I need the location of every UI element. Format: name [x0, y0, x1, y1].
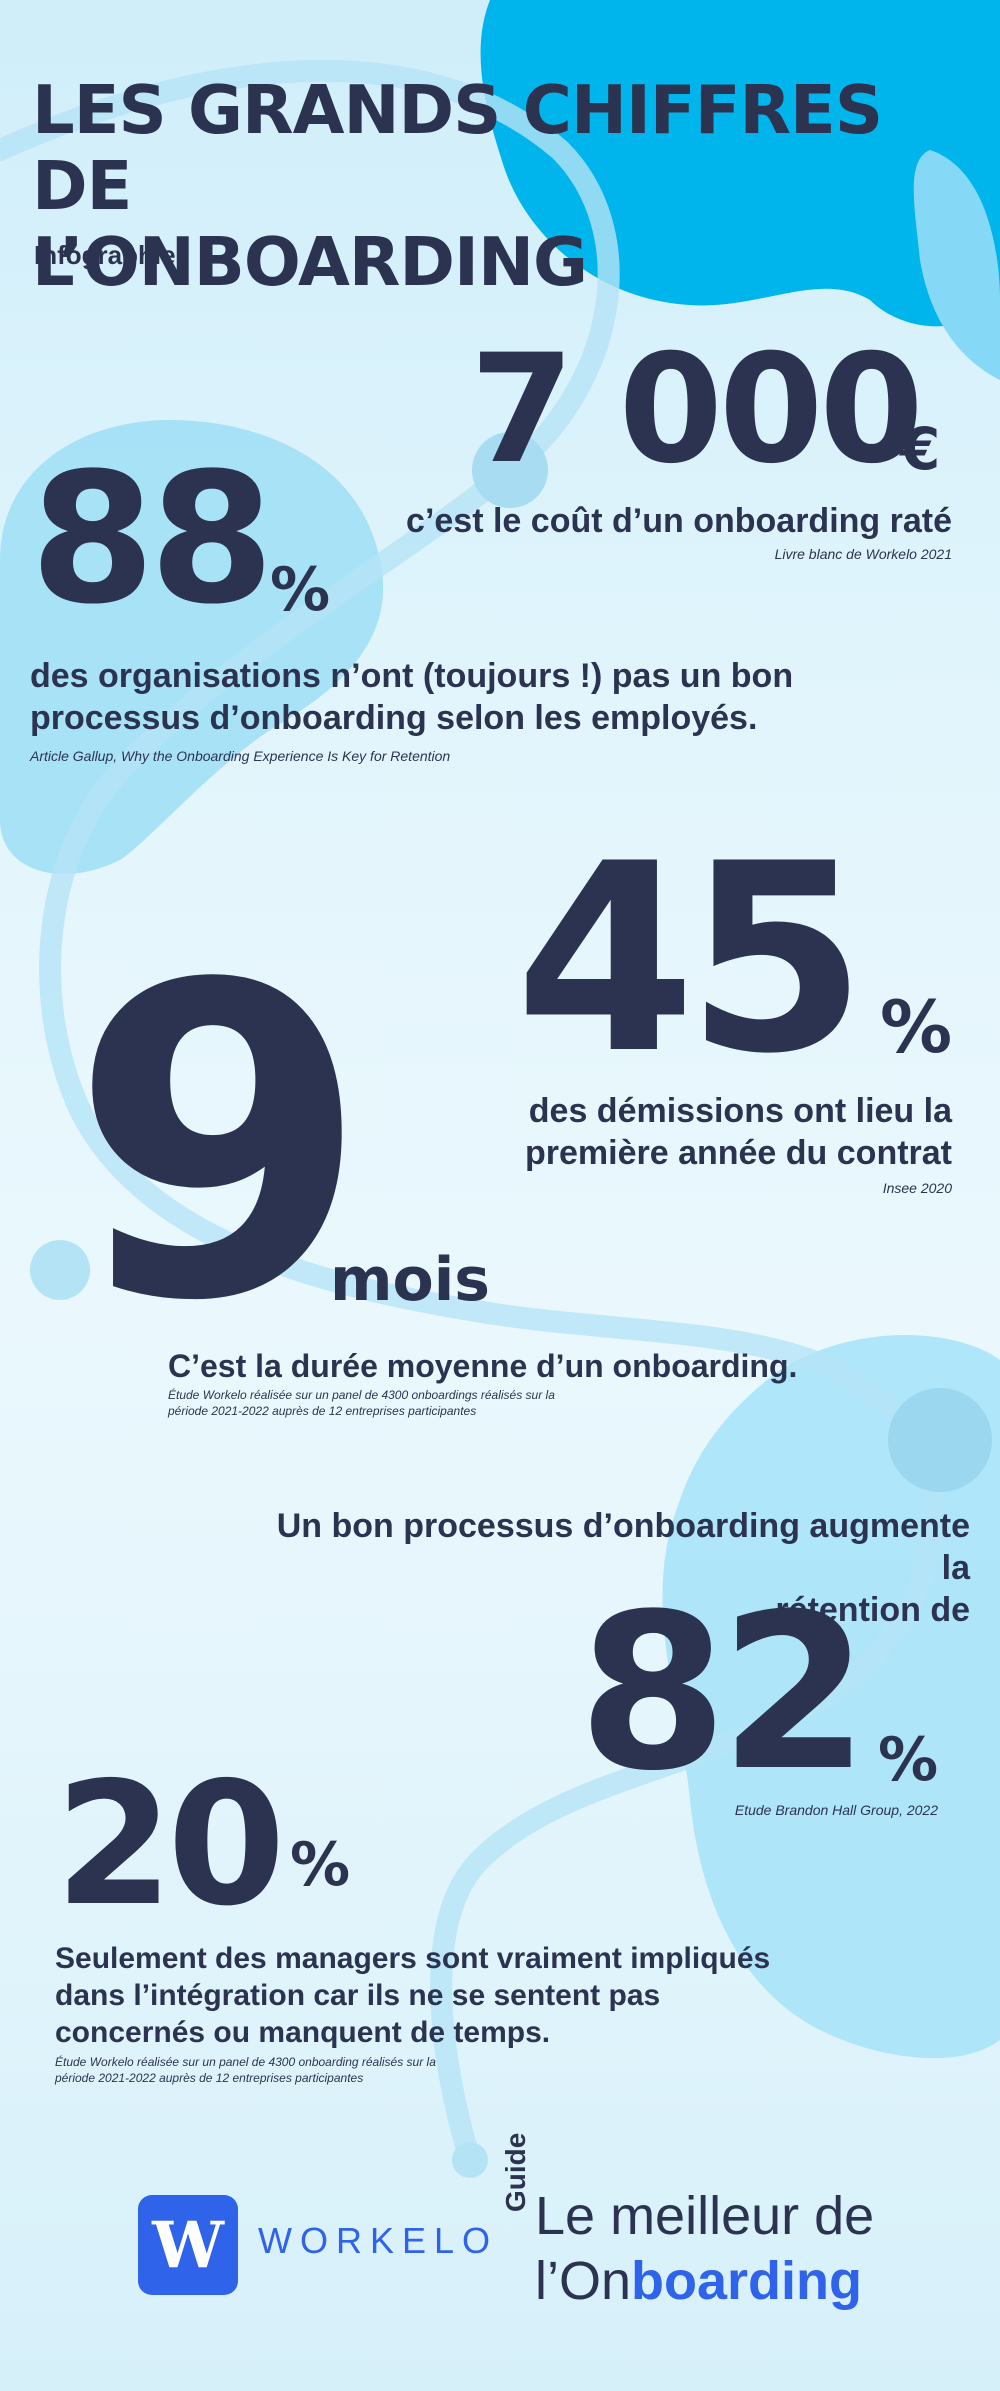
resignations-value: 45 [515, 809, 867, 1111]
resignations-description: des démissions ont lieu la première anné… [500, 1090, 952, 1174]
page-title: LES GRANDS CHIFFRES DE L’ONBOARDING [32, 72, 932, 300]
duration-source-line-2: période 2021-2022 auprès de 12 entrepris… [168, 1404, 477, 1418]
page-subtitle: Infographie [34, 240, 176, 270]
resignations-unit: % [880, 985, 953, 1069]
organisations-description: des organisations n’ont (toujours !) pas… [30, 655, 830, 739]
decorative-dot [30, 1240, 90, 1300]
workelo-logo[interactable]: W [138, 2195, 238, 2295]
retention-unit: % [878, 1725, 939, 1795]
resignations-source: Insee 2020 [882, 1180, 952, 1196]
guide-title-highlight: boarding [631, 2251, 863, 2311]
resignations-description-line-1: des démissions ont lieu la [528, 1092, 952, 1130]
managers-source-line-1: Étude Workelo réalisée sur un panel de 4… [55, 2055, 436, 2069]
retention-intro: Un bon processus d’onboarding augmente l… [250, 1505, 970, 1631]
light-blue-blob-top-right [913, 150, 1000, 380]
guide-title-line-1: Le meilleur de [535, 2186, 875, 2246]
retention-value: 82 [578, 1567, 869, 1818]
guide-tag: Guide [500, 2132, 531, 2212]
organisations-source: Article Gallup, Why the Onboarding Exper… [30, 748, 451, 764]
duration-description: C’est la durée moyenne d’un onboarding. [168, 1348, 798, 1384]
decorative-dot [888, 1388, 992, 1492]
retention-intro-line-2: rétention de [775, 1591, 970, 1629]
retention-intro-line-1: Un bon processus d’onboarding augmente l… [276, 1507, 970, 1587]
managers-unit: % [290, 1830, 351, 1900]
managers-source: Étude Workelo réalisée sur un panel de 4… [55, 2054, 655, 2086]
cost-description: c’est le coût d’un onboarding raté [406, 502, 952, 540]
decorative-dot [452, 2142, 488, 2178]
organisations-unit: % [270, 555, 331, 625]
decorative-curve [0, 59, 944, 2171]
organisations-description-line-2: processus d’onboarding selon les employé… [30, 699, 758, 737]
duration-unit: mois [330, 1245, 491, 1315]
cost-source: Livre blanc de Workelo 2021 [774, 546, 952, 562]
managers-description-line-2: dans l’intégration car ils ne se sentent… [55, 1979, 661, 2012]
decorative-dot [472, 432, 548, 508]
cost-value: 7 000 [470, 323, 924, 497]
managers-description-line-1: Seulement des managers sont vraiment imp… [55, 1942, 771, 1975]
cost-unit: € [900, 415, 941, 483]
brand-name: WORKELO [258, 2220, 499, 2261]
light-blue-blob-left [0, 420, 384, 875]
workelo-logo-icon: W [152, 2207, 224, 2283]
resignations-description-line-2: première année du contrat [524, 1134, 952, 1172]
duration-source-line-1: Étude Workelo réalisée sur un panel de 4… [168, 1388, 555, 1402]
managers-description-line-3: concernés ou manquent de temps. [55, 2016, 551, 2049]
managers-value: 20 [55, 1746, 286, 1944]
duration-value: 9 [70, 895, 369, 1395]
organisations-value: 88 [30, 435, 274, 644]
managers-description: Seulement des managers sont vraiment imp… [55, 1940, 835, 2051]
organisations-description-line-1: des organisations n’ont (toujours !) pas… [30, 657, 794, 695]
title-line-2: L’ONBOARDING [32, 223, 588, 301]
guide-title-prefix: l’On [535, 2251, 632, 2311]
managers-source-line-2: période 2021-2022 auprès de 12 entrepris… [55, 2071, 364, 2085]
guide-title-line-2: l’Onboarding [535, 2250, 862, 2312]
retention-source: Etude Brandon Hall Group, 2022 [734, 1802, 938, 1818]
duration-source: Étude Workelo réalisée sur un panel de 4… [168, 1387, 768, 1419]
title-line-1: LES GRANDS CHIFFRES DE [32, 71, 883, 225]
